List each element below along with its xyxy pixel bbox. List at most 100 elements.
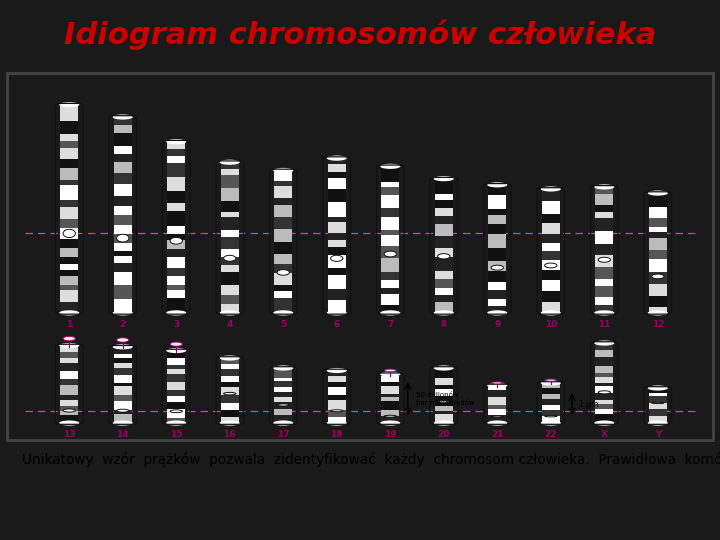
Ellipse shape — [166, 421, 186, 426]
Bar — [542, 416, 559, 422]
Ellipse shape — [594, 184, 614, 190]
Text: 6: 6 — [333, 320, 340, 329]
Bar — [488, 404, 506, 409]
Ellipse shape — [59, 421, 79, 426]
Ellipse shape — [491, 265, 503, 270]
Bar — [60, 134, 78, 141]
Bar — [221, 286, 238, 295]
Bar — [60, 385, 78, 395]
Bar — [649, 272, 667, 284]
Bar — [328, 164, 346, 172]
Bar — [274, 299, 292, 312]
Bar — [114, 146, 132, 154]
Ellipse shape — [384, 369, 397, 372]
Bar — [328, 159, 346, 164]
Text: 5: 5 — [280, 320, 287, 329]
Bar — [488, 299, 506, 306]
Bar — [274, 172, 292, 180]
Bar — [60, 276, 78, 285]
Bar — [328, 202, 346, 217]
Bar — [60, 363, 78, 371]
Bar — [382, 272, 399, 280]
Bar — [114, 358, 132, 363]
Bar — [382, 386, 399, 394]
Bar — [435, 295, 453, 302]
Bar — [168, 156, 185, 163]
Bar — [60, 207, 78, 219]
Bar — [649, 284, 667, 296]
Bar — [274, 198, 292, 205]
Bar — [649, 409, 667, 416]
Bar — [328, 178, 346, 188]
Bar — [60, 406, 78, 411]
Bar — [168, 268, 185, 276]
Bar — [114, 263, 132, 272]
Bar — [649, 238, 667, 251]
Bar — [60, 264, 78, 270]
Text: 16: 16 — [223, 430, 236, 439]
Bar — [595, 349, 613, 357]
Bar — [435, 224, 453, 236]
Ellipse shape — [63, 336, 76, 341]
Bar — [60, 302, 78, 312]
Bar — [168, 204, 185, 211]
Bar — [435, 389, 453, 396]
Bar — [221, 305, 238, 312]
Bar — [435, 302, 453, 312]
Ellipse shape — [63, 409, 76, 412]
Bar — [328, 382, 346, 387]
Ellipse shape — [327, 310, 347, 315]
Bar — [221, 237, 238, 249]
Bar — [488, 195, 506, 209]
Ellipse shape — [117, 234, 129, 242]
Bar — [168, 358, 185, 365]
Bar — [60, 148, 78, 159]
Ellipse shape — [170, 410, 182, 413]
Bar — [328, 300, 346, 312]
Ellipse shape — [544, 263, 557, 268]
Text: 4: 4 — [227, 320, 233, 329]
Ellipse shape — [330, 410, 343, 412]
Text: 13: 13 — [63, 430, 76, 439]
Bar — [435, 180, 453, 194]
Bar — [595, 409, 613, 414]
Ellipse shape — [113, 421, 132, 426]
Text: 15: 15 — [170, 430, 182, 439]
Bar — [649, 194, 667, 207]
Bar — [595, 382, 613, 387]
Ellipse shape — [652, 402, 664, 403]
Text: 7: 7 — [387, 320, 393, 329]
Bar — [328, 376, 346, 382]
Bar — [595, 345, 613, 349]
Bar — [649, 296, 667, 307]
Bar — [382, 167, 399, 181]
Bar — [595, 404, 613, 409]
Ellipse shape — [113, 344, 132, 349]
Bar — [60, 180, 78, 186]
Bar — [168, 191, 185, 204]
Ellipse shape — [648, 386, 668, 390]
Bar — [488, 409, 506, 415]
Bar — [60, 285, 78, 290]
Bar — [435, 378, 453, 385]
Bar — [168, 402, 185, 409]
Bar — [542, 190, 559, 201]
Bar — [595, 377, 613, 382]
Bar — [274, 397, 292, 402]
Bar — [328, 247, 346, 255]
Ellipse shape — [487, 421, 508, 426]
Bar — [221, 164, 238, 168]
Bar — [114, 242, 132, 251]
Bar — [328, 395, 346, 400]
Ellipse shape — [541, 421, 561, 426]
Bar — [649, 389, 667, 393]
Bar — [274, 387, 292, 392]
Text: 20: 20 — [438, 430, 450, 439]
Bar — [274, 264, 292, 273]
Bar — [542, 224, 559, 234]
Bar — [60, 121, 78, 134]
Bar — [274, 205, 292, 217]
Bar — [595, 194, 613, 205]
Bar — [60, 371, 78, 379]
Ellipse shape — [598, 391, 611, 394]
